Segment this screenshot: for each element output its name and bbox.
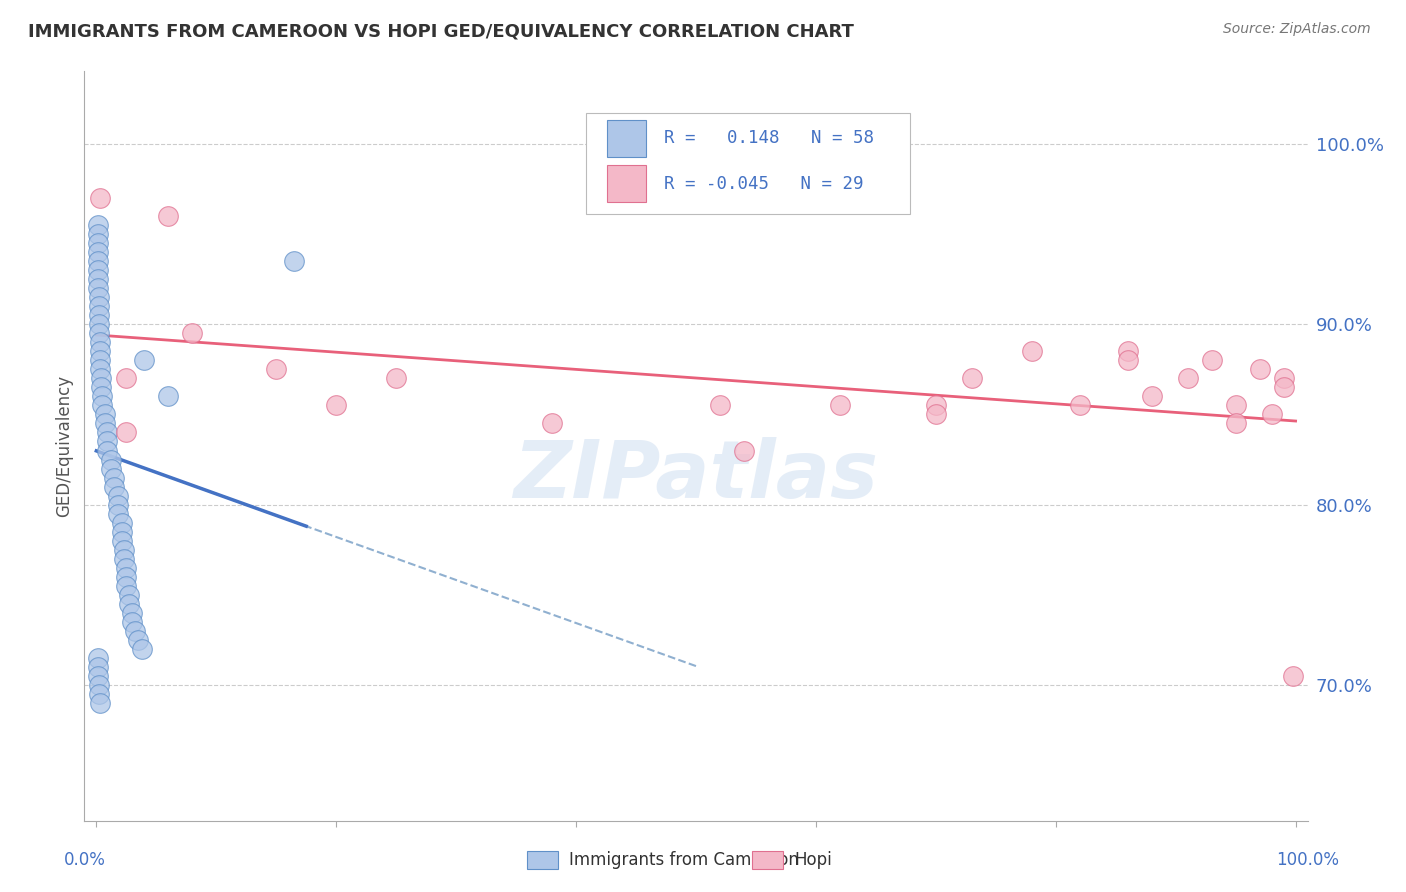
- Point: [87, 308, 110, 322]
- Point: [1225, 398, 1247, 412]
- Bar: [606, 165, 645, 202]
- Point: [110, 524, 132, 539]
- Point: [86, 660, 108, 674]
- Point: [87, 687, 110, 701]
- Point: [127, 633, 149, 648]
- Point: [1116, 353, 1139, 368]
- Point: [87, 290, 110, 304]
- Text: 100.0%: 100.0%: [1277, 851, 1339, 869]
- Point: [112, 542, 135, 557]
- Point: [925, 398, 948, 412]
- Point: [1272, 380, 1295, 394]
- Point: [1201, 353, 1223, 368]
- Text: R =   0.148   N = 58: R = 0.148 N = 58: [664, 129, 875, 147]
- Point: [90, 371, 112, 385]
- Point: [89, 696, 111, 710]
- Point: [87, 678, 110, 692]
- Point: [112, 552, 135, 566]
- Point: [86, 235, 108, 250]
- Point: [93, 408, 117, 422]
- Point: [87, 299, 110, 313]
- Point: [115, 579, 138, 593]
- Point: [1021, 344, 1043, 359]
- Point: [103, 480, 125, 494]
- Point: [86, 244, 108, 259]
- Point: [1116, 344, 1139, 359]
- Point: [96, 425, 118, 440]
- Point: [283, 254, 305, 268]
- Text: IMMIGRANTS FROM CAMEROON VS HOPI GED/EQUIVALENCY CORRELATION CHART: IMMIGRANTS FROM CAMEROON VS HOPI GED/EQU…: [28, 22, 853, 40]
- Point: [86, 669, 108, 683]
- Point: [1140, 389, 1163, 403]
- Point: [960, 371, 983, 385]
- Point: [325, 398, 347, 412]
- Point: [157, 209, 180, 223]
- Point: [733, 443, 755, 458]
- Point: [1177, 371, 1199, 385]
- Point: [86, 281, 108, 295]
- Point: [86, 227, 108, 241]
- Point: [107, 489, 129, 503]
- Point: [89, 191, 111, 205]
- Point: [1282, 669, 1305, 683]
- Point: [87, 326, 110, 340]
- Point: [1249, 362, 1271, 376]
- Point: [91, 398, 114, 412]
- Point: [541, 417, 564, 431]
- Point: [118, 588, 141, 602]
- Text: Hopi: Hopi: [794, 851, 832, 869]
- Point: [89, 362, 111, 376]
- Point: [124, 624, 146, 638]
- Point: [93, 417, 117, 431]
- Point: [925, 408, 948, 422]
- Point: [107, 498, 129, 512]
- Point: [107, 507, 129, 521]
- Point: [103, 470, 125, 484]
- Point: [709, 398, 731, 412]
- Text: R = -0.045   N = 29: R = -0.045 N = 29: [664, 175, 863, 193]
- Point: [115, 371, 138, 385]
- Point: [89, 353, 111, 368]
- Point: [86, 263, 108, 277]
- Text: Source: ZipAtlas.com: Source: ZipAtlas.com: [1223, 22, 1371, 37]
- Point: [828, 398, 851, 412]
- Point: [115, 425, 138, 440]
- Point: [110, 516, 132, 530]
- Point: [115, 561, 138, 575]
- Text: ZIPatlas: ZIPatlas: [513, 437, 879, 515]
- Point: [1225, 417, 1247, 431]
- Point: [115, 570, 138, 584]
- Y-axis label: GED/Equivalency: GED/Equivalency: [55, 375, 73, 517]
- Text: 0.0%: 0.0%: [63, 851, 105, 869]
- Point: [134, 353, 156, 368]
- Point: [87, 317, 110, 331]
- Point: [181, 326, 204, 340]
- Point: [1260, 408, 1282, 422]
- Point: [100, 461, 122, 475]
- FancyBboxPatch shape: [586, 112, 910, 214]
- Point: [264, 362, 287, 376]
- Point: [1069, 398, 1091, 412]
- Point: [157, 389, 180, 403]
- Point: [89, 335, 111, 350]
- Point: [96, 434, 118, 449]
- Point: [86, 218, 108, 232]
- Text: Immigrants from Cameroon: Immigrants from Cameroon: [569, 851, 799, 869]
- Point: [1272, 371, 1295, 385]
- Point: [100, 452, 122, 467]
- Point: [121, 606, 143, 620]
- Point: [121, 615, 143, 629]
- Point: [90, 380, 112, 394]
- Point: [91, 389, 114, 403]
- Point: [86, 254, 108, 268]
- Bar: [606, 120, 645, 157]
- Point: [86, 272, 108, 286]
- Point: [110, 533, 132, 548]
- Point: [96, 443, 118, 458]
- Point: [131, 642, 153, 657]
- Point: [86, 651, 108, 665]
- Point: [385, 371, 408, 385]
- Point: [89, 344, 111, 359]
- Point: [118, 597, 141, 611]
